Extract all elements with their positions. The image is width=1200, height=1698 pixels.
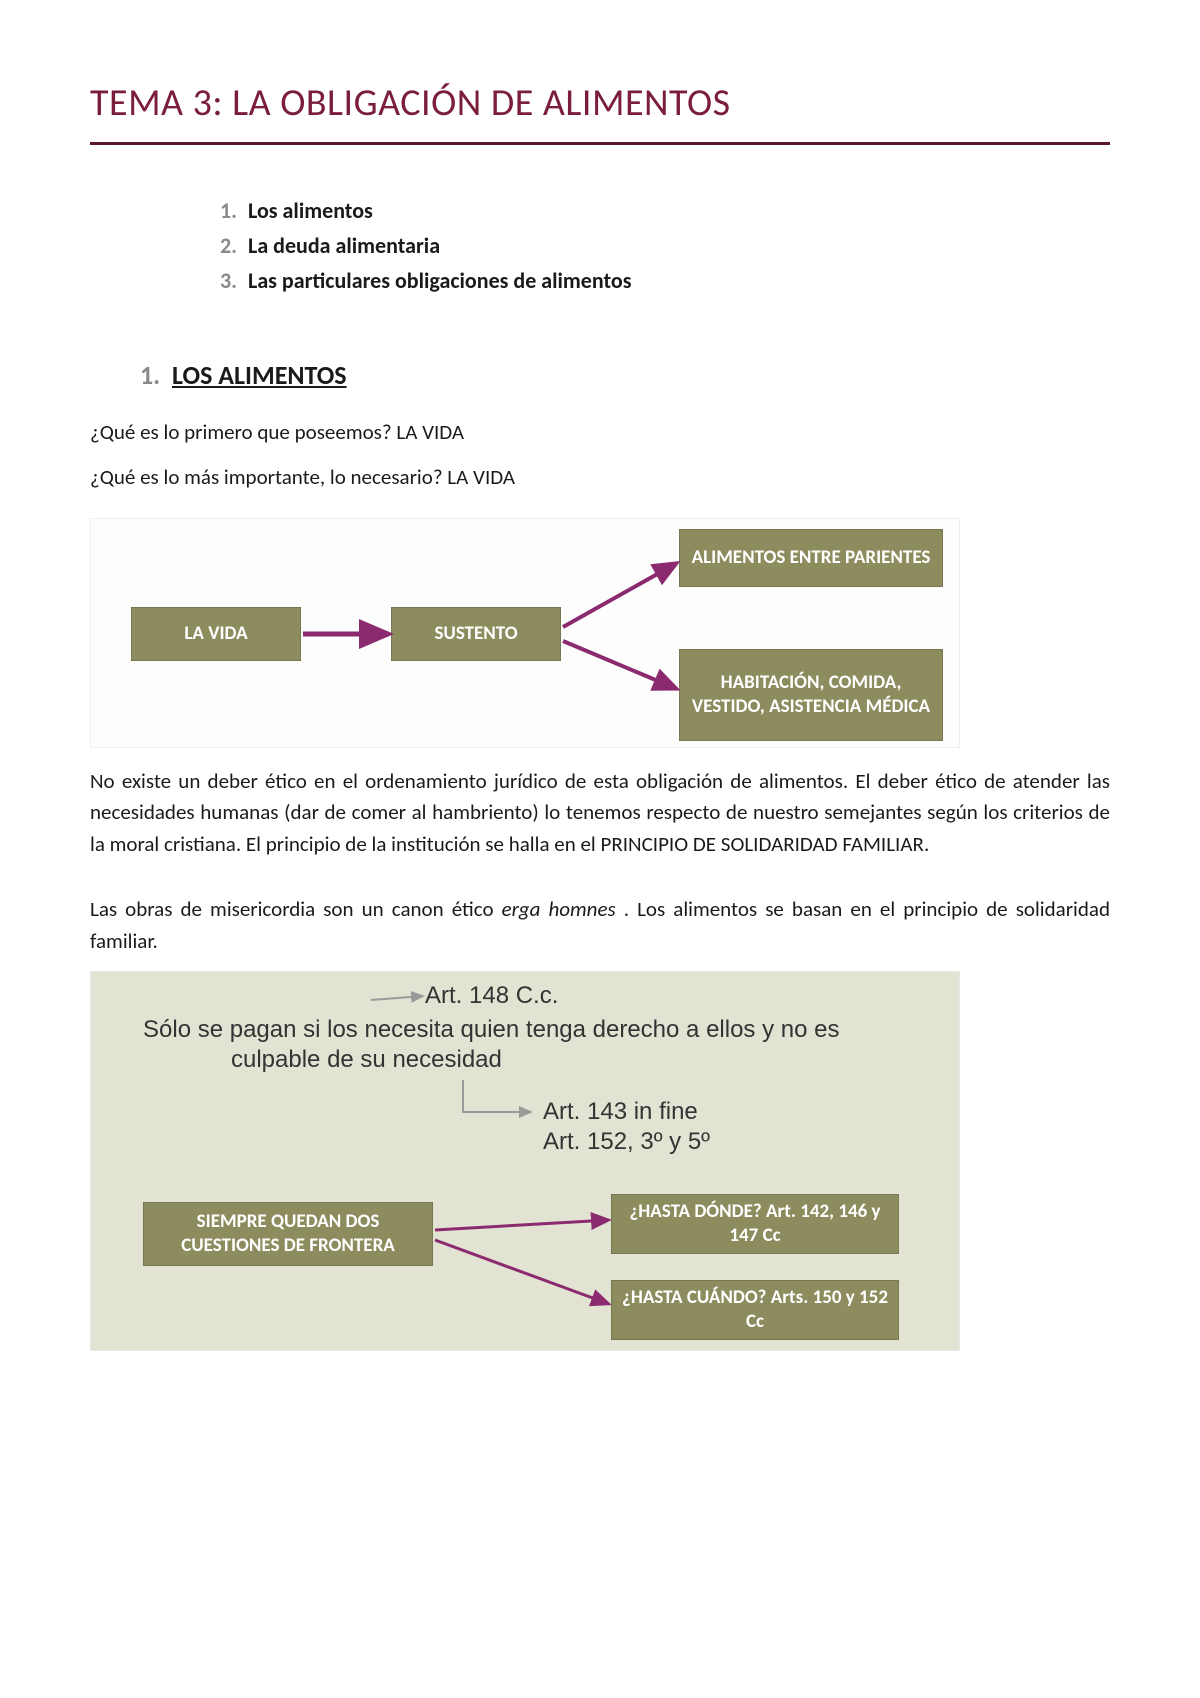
title-rule (90, 142, 1110, 145)
diagram-concept-flow: LA VIDA SUSTENTO ALIMENTOS ENTRE PARIENT… (90, 518, 960, 748)
toc-label: Las particulares obligaciones de aliment… (248, 267, 632, 294)
page-title: TEMA 3: LA OBLIGACIÓN DE ALIMENTOS (90, 80, 1110, 126)
section-title: LOS ALIMENTOS (172, 359, 347, 391)
para2-a: Las obras de misericordia son un canon é… (90, 896, 502, 922)
toc-num: 2. (220, 232, 237, 259)
section-heading: 1. LOS ALIMENTOS (140, 359, 1110, 391)
toc-num: 3. (220, 267, 237, 294)
para2-italic: erga homnes (502, 896, 616, 922)
toc: 1. Los alimentos 2. La deuda alimentaria… (220, 193, 1110, 299)
question-1: ¿Qué es lo primero que poseemos? LA VIDA (90, 417, 1110, 449)
toc-label: La deuda alimentaria (248, 232, 440, 259)
toc-item: 2. La deuda alimentaria (220, 228, 1110, 263)
paragraph-2: Las obras de misericordia son un canon é… (90, 894, 1110, 957)
toc-item: 3. Las particulares obligaciones de alim… (220, 263, 1110, 298)
paragraph-1: No existe un deber ético en el ordenamie… (90, 766, 1110, 861)
question-2: ¿Qué es lo más importante, lo necesario?… (90, 462, 1110, 494)
diagram1-arrows (91, 519, 961, 749)
toc-item: 1. Los alimentos (220, 193, 1110, 228)
toc-num: 1. (220, 197, 237, 224)
section-num: 1. (140, 359, 160, 391)
diagram-articles: Art. 148 C.c. Sólo se pagan si los neces… (90, 971, 960, 1351)
toc-label: Los alimentos (248, 197, 373, 224)
diagram2-arrows (91, 972, 961, 1352)
